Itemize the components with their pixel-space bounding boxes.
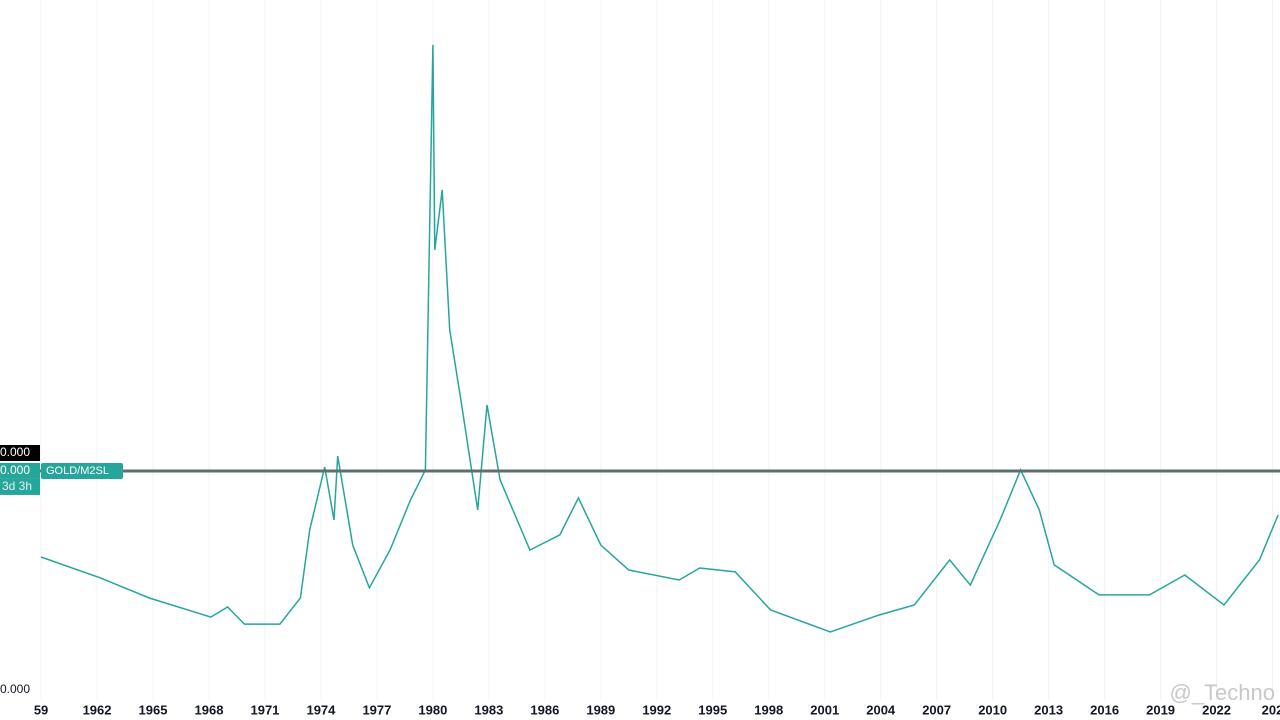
x-tick-label: 59 <box>34 702 48 717</box>
x-tick-label: 1989 <box>586 702 615 717</box>
x-tick-label: 1971 <box>250 702 279 717</box>
x-tick-label: 1986 <box>530 702 559 717</box>
x-tick-label: 2022 <box>1202 702 1231 717</box>
x-tick-label: 2019 <box>1146 702 1175 717</box>
price-tag-text: 0.000 <box>0 463 30 477</box>
x-tick-label: 2010 <box>978 702 1007 717</box>
watermark: @_Techno <box>1169 680 1275 705</box>
line-label: GOLD/M2SL <box>46 465 109 477</box>
x-tick-label: 1983 <box>474 702 503 717</box>
crosshair-text: 0.000 <box>0 445 30 459</box>
x-tick-label: 1968 <box>195 702 224 717</box>
y-tick-label: 0.000 <box>0 682 30 696</box>
countdown-text: 3d 3h <box>2 479 32 493</box>
x-tick-label: 2001 <box>810 702 839 717</box>
x-tick-label: 1992 <box>642 702 671 717</box>
price-line <box>40 44 1279 633</box>
x-tick-label: 1995 <box>698 702 727 717</box>
x-tick-label: 2013 <box>1034 702 1063 717</box>
x-tick-label: 1998 <box>754 702 783 717</box>
x-tick-label: 2004 <box>866 702 896 717</box>
x-tick-label: 1974 <box>306 702 336 717</box>
x-tick-label: 1977 <box>362 702 391 717</box>
line-label-tag <box>41 462 123 479</box>
x-tick-label: 2007 <box>922 702 951 717</box>
x-tick-label: 202 <box>1262 702 1280 717</box>
price-tag <box>0 462 40 479</box>
x-tick-label: 1980 <box>418 702 447 717</box>
crosshair-tag <box>0 444 40 461</box>
countdown-tag <box>0 478 40 495</box>
x-tick-label: 2016 <box>1090 702 1119 717</box>
x-tick-label: 1965 <box>139 702 168 717</box>
x-tick-label: 1962 <box>83 702 112 717</box>
